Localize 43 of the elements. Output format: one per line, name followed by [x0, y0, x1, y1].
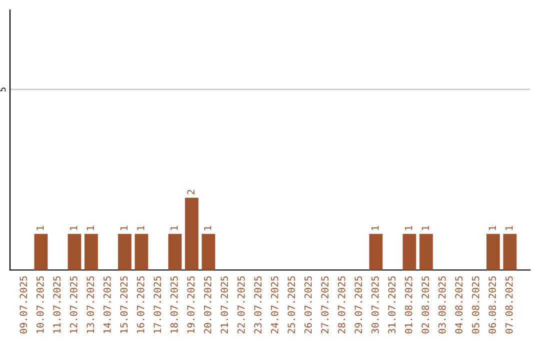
- x-tick-label: 09.07.2025: [20, 276, 28, 334]
- data-label: 1: [372, 226, 379, 230]
- data-label: 1: [120, 226, 128, 230]
- data-label: 1: [488, 226, 496, 230]
- x-tick-label: 16.07.2025: [136, 276, 144, 333]
- x-tick-label: 06.08.2025: [488, 276, 496, 334]
- x-tick-label: 26.07.2025: [304, 276, 312, 334]
- x-tick-label: 12.07.2025: [70, 276, 78, 333]
- x-tick-label: 28.07.2025: [338, 276, 346, 334]
- data-label: 1: [506, 226, 513, 230]
- data-label: 1: [405, 226, 412, 230]
- x-tick-label: 31.07.2025: [388, 276, 396, 334]
- data-label: 1: [36, 226, 44, 230]
- data-label: 1: [170, 226, 178, 230]
- x-tick-label: 20.07.2025: [204, 276, 212, 334]
- data-label: 1: [204, 226, 212, 230]
- x-tick-label: 17.07.2025: [154, 276, 162, 333]
- x-tick-label: 03.08.2025: [438, 276, 446, 334]
- x-tick-label: 02.08.2025: [422, 276, 430, 334]
- x-tick-label: 04.08.2025: [455, 276, 463, 334]
- x-tick-label: 11.07.2025: [53, 276, 61, 333]
- x-tick-label: 29.07.2025: [354, 276, 362, 334]
- x-tick-label: 22.07.2025: [237, 276, 245, 334]
- x-tick-label: 07.08.2025: [505, 276, 513, 334]
- x-tick-label: 18.07.2025: [170, 276, 178, 333]
- data-label: 1: [137, 226, 144, 230]
- x-tick-label: 23.07.2025: [254, 276, 262, 334]
- data-label: 1: [86, 226, 94, 230]
- x-tick-label: 14.07.2025: [103, 276, 111, 333]
- x-tick-label: 25.07.2025: [288, 276, 296, 334]
- x-tick-label: 30.07.2025: [371, 276, 379, 334]
- x-tick-label: 01.08.2025: [404, 276, 412, 334]
- x-tick-label: 27.07.2025: [321, 276, 329, 334]
- data-label: 1: [70, 226, 78, 230]
- x-tick-label: 15.07.2025: [120, 276, 128, 333]
- x-tick-label: 10.07.2025: [36, 276, 44, 333]
- x-tick-label: 19.07.2025: [187, 276, 195, 333]
- x-tick-label: 05.08.2025: [472, 276, 480, 334]
- x-tick-label: 24.07.2025: [270, 276, 278, 334]
- x-tick-label: 21.07.2025: [220, 276, 228, 334]
- x-tick-label: 13.07.2025: [86, 276, 94, 333]
- data-label: 2: [187, 190, 194, 194]
- data-label: 1: [422, 226, 429, 230]
